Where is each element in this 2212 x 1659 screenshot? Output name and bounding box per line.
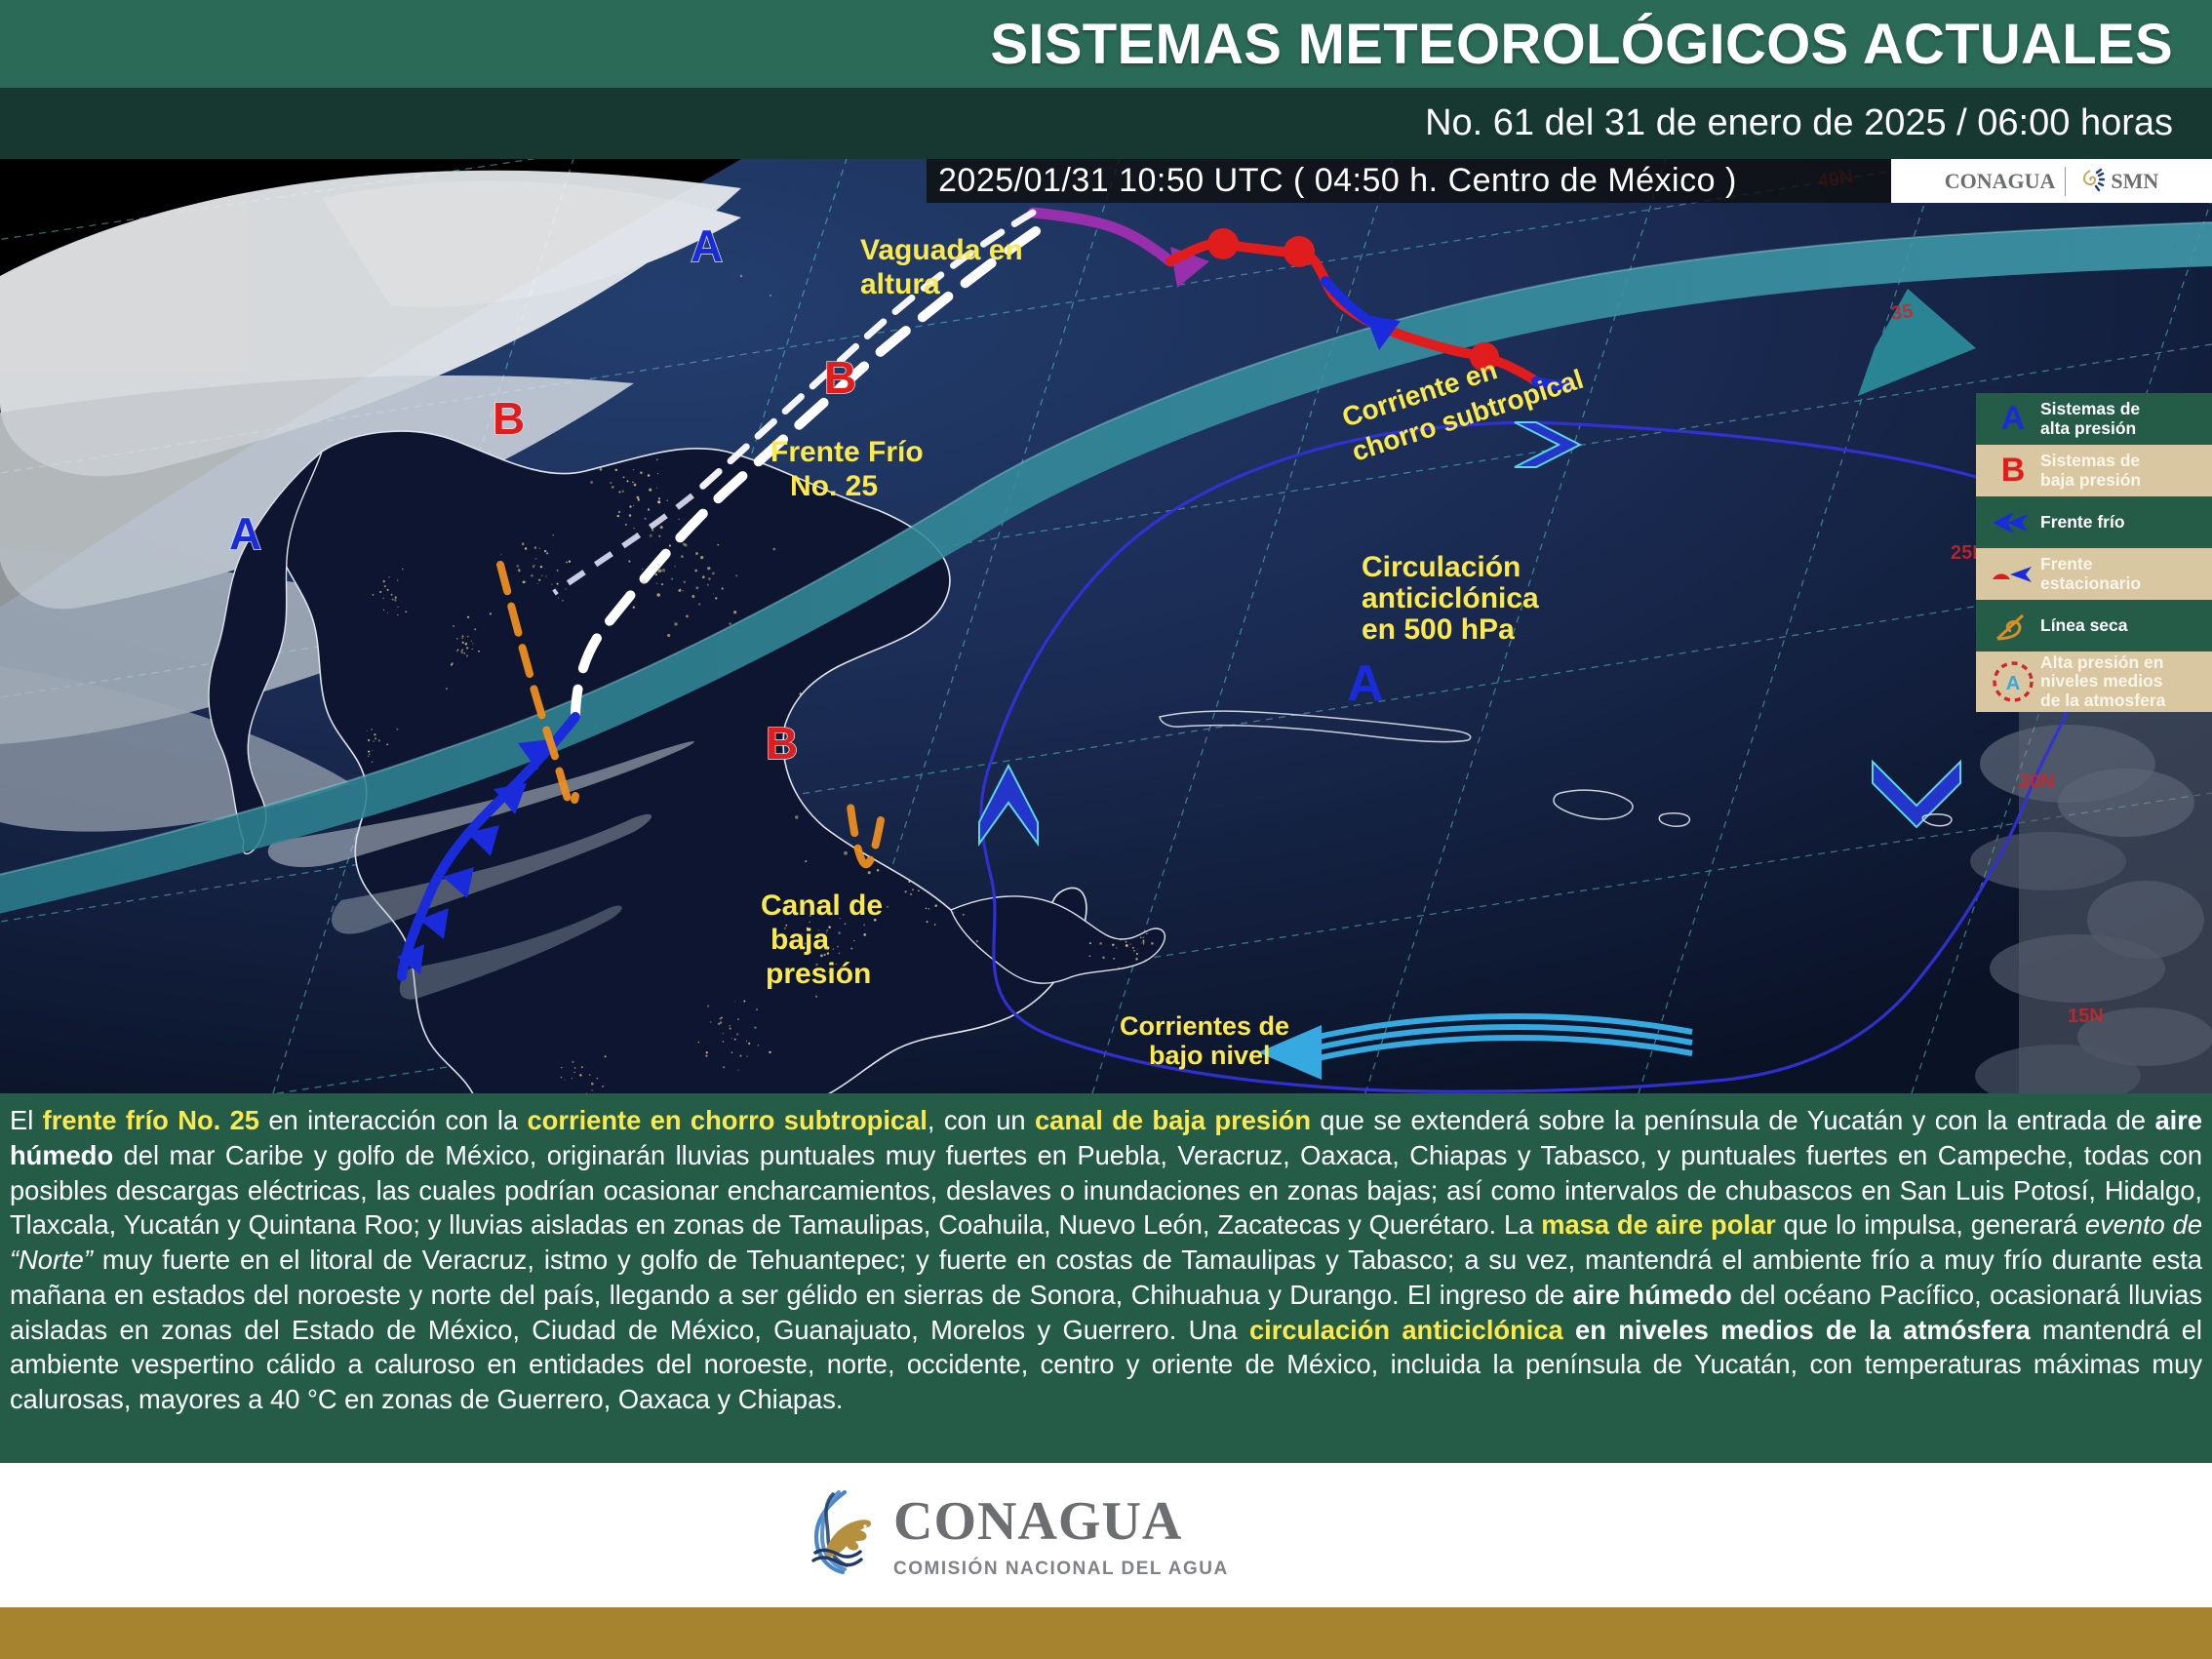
svg-text:anticiclónica: anticiclónica <box>1362 582 1539 614</box>
svg-text:bajo nivel: bajo nivel <box>1149 1041 1271 1070</box>
svg-text:B: B <box>824 352 856 403</box>
svg-text:B: B <box>493 393 525 444</box>
svg-text:altura: altura <box>860 268 940 300</box>
svg-text:Frente Frío: Frente Frío <box>770 436 924 468</box>
svg-text:Canal de: Canal de <box>761 889 883 922</box>
svg-text:en 500 hPa: en 500 hPa <box>1362 613 1515 646</box>
svg-text:presión: presión <box>766 958 871 990</box>
svg-text:baja: baja <box>770 924 829 956</box>
svg-text:15N: 15N <box>2068 1006 2104 1027</box>
svg-text:A: A <box>229 508 261 559</box>
svg-text:20N: 20N <box>2019 771 2055 793</box>
svg-text:A: A <box>2006 673 2020 694</box>
svg-text:A: A <box>691 220 723 271</box>
svg-text:35: 35 <box>1890 300 1915 325</box>
svg-text:B: B <box>766 718 798 769</box>
svg-text:Corrientes de: Corrientes de <box>1120 1011 1289 1041</box>
svg-text:Circulación: Circulación <box>1362 551 1521 583</box>
svg-text:Vaguada en: Vaguada en <box>860 234 1023 266</box>
svg-text:No. 25: No. 25 <box>790 470 878 502</box>
svg-text:A: A <box>1347 655 1384 712</box>
